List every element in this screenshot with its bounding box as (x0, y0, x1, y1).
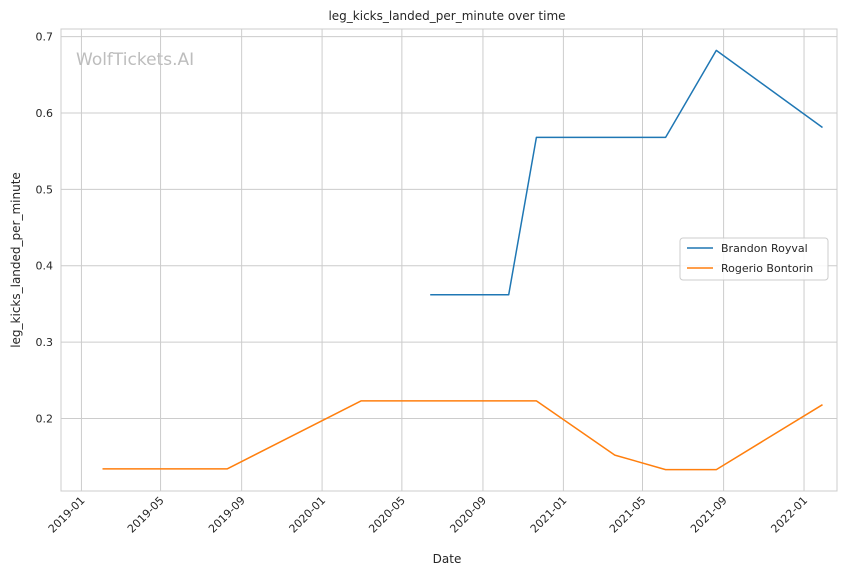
x-axis-label: Date (433, 552, 462, 566)
x-tick-label: 2021-01 (528, 494, 570, 536)
series-line-brandon-royval (430, 49, 823, 296)
watermark: WolfTickets.AI (76, 50, 194, 70)
legend-label-1: Rogerio Bontorin (721, 262, 813, 275)
x-tick-label: 2020-05 (366, 494, 408, 536)
x-tick-labels: 2019-01 2019-05 2019-09 2020-01 2020-05 2020-… (46, 494, 810, 536)
y-tick-label: 0.5 (36, 183, 54, 196)
x-tick-label: 2021-05 (607, 494, 649, 536)
x-tick-label: 2019-05 (125, 494, 167, 536)
x-tick-label: 2020-09 (447, 494, 489, 536)
series-line-rogerio-bontorin (102, 400, 823, 471)
x-tick-label: 2019-09 (206, 494, 248, 536)
series-layer (102, 49, 823, 471)
legend-box (679, 237, 829, 281)
y-tick-label: 0.3 (36, 336, 54, 349)
x-tick-label: 2021-09 (688, 494, 730, 536)
y-tick-labels: 0.2 0.3 0.4 0.5 0.6 0.7 (36, 31, 54, 426)
y-tick-label: 0.2 (36, 412, 54, 425)
chart-title: leg_kicks_landed_per_minute over time (328, 9, 565, 23)
legend-label-0: Brandon Royval (721, 242, 808, 255)
y-tick-label: 0.6 (36, 107, 54, 120)
x-tick-label: 2019-01 (46, 494, 88, 536)
y-tick-label: 0.4 (36, 260, 54, 273)
y-axis-label: leg_kicks_landed_per_minute (9, 172, 23, 348)
legend: Brandon Royval Rogerio Bontorin (679, 237, 829, 281)
x-tick-label: 2020-01 (287, 494, 329, 536)
y-tick-label: 0.7 (36, 31, 54, 44)
x-tick-label: 2022-01 (768, 494, 810, 536)
